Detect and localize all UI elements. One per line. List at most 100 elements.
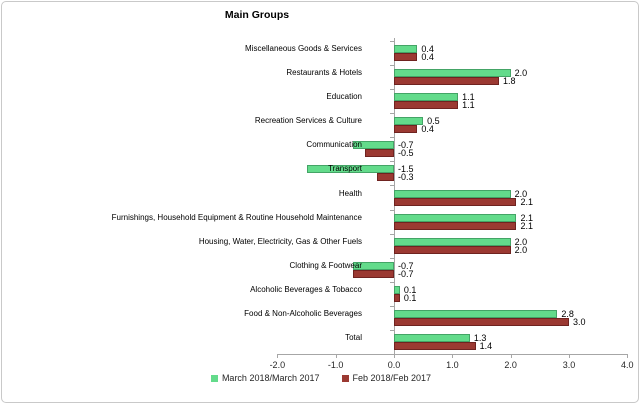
category-label: Clothing & Footwear xyxy=(289,260,362,270)
x-tick-label: 2.0 xyxy=(504,360,517,370)
category-label: Communication xyxy=(306,140,362,150)
x-tick xyxy=(568,354,570,358)
category-label: Recreation Services & Culture xyxy=(254,116,362,126)
category-label: Alcoholic Beverages & Tobacco xyxy=(250,284,362,294)
value-label: -1.5 xyxy=(398,164,414,175)
x-tick-label: 3.0 xyxy=(562,360,576,370)
value-label: 2.0 xyxy=(514,188,528,199)
value-label: 0.1 xyxy=(403,292,417,303)
bar xyxy=(394,333,470,342)
value-label: 0.4 xyxy=(421,124,434,135)
category-tick xyxy=(390,329,394,331)
bar xyxy=(394,317,569,326)
category-tick xyxy=(390,89,394,91)
category-tick xyxy=(390,354,394,355)
category-tick xyxy=(390,161,394,163)
value-label: 2.1 xyxy=(520,212,533,223)
bar xyxy=(394,93,459,102)
bar xyxy=(394,237,511,246)
legend: March 2018/March 2017 Feb 2018/Feb 2017 xyxy=(2,373,640,383)
x-tick-label: 1.0 xyxy=(446,360,459,370)
x-tick-label: 4.0 xyxy=(621,360,634,370)
value-label: 2.8 xyxy=(561,308,574,319)
bar xyxy=(394,53,418,62)
category-label: Health xyxy=(338,188,362,198)
category-label: Transport xyxy=(328,164,362,174)
value-label: 1.4 xyxy=(479,340,493,351)
bar xyxy=(376,173,394,182)
category-label: Restaurants & Hotels xyxy=(286,68,362,78)
bar xyxy=(394,245,511,254)
category-label: Food & Non-Alcoholic Beverages xyxy=(244,308,362,318)
legend-item-feb: Feb 2018/Feb 2017 xyxy=(341,373,432,383)
chart-title: Main Groups xyxy=(224,9,290,21)
category-tick xyxy=(390,41,394,42)
value-label: 0.1 xyxy=(403,284,417,295)
bar xyxy=(306,165,394,174)
category-label: Miscellaneous Goods & Services xyxy=(245,44,362,54)
value-label: 2.1 xyxy=(520,196,533,207)
legend-item-march: March 2018/March 2017 xyxy=(210,373,320,383)
x-tick-label: 0.0 xyxy=(387,360,401,370)
x-tick xyxy=(394,354,395,358)
bar xyxy=(353,141,394,150)
category-tick xyxy=(390,209,394,211)
value-label: -0.7 xyxy=(398,260,414,271)
value-label: 1.8 xyxy=(502,76,516,87)
category-tick xyxy=(390,281,394,283)
bar xyxy=(394,341,476,350)
bar xyxy=(394,221,517,230)
bar xyxy=(394,101,459,110)
bar xyxy=(394,293,400,302)
value-label: 1.3 xyxy=(473,332,487,343)
category-label: Furnishings, Household Equipment & Routi… xyxy=(111,212,362,222)
category-tick xyxy=(390,305,394,307)
x-tick xyxy=(277,354,279,358)
category-tick xyxy=(390,137,394,139)
bar xyxy=(394,125,418,134)
category-tick xyxy=(390,65,394,67)
legend-swatch-march-icon xyxy=(210,374,218,382)
value-label: 2.0 xyxy=(514,68,528,79)
category-tick xyxy=(390,185,394,187)
bar xyxy=(364,149,394,158)
value-label: 0.4 xyxy=(421,52,434,63)
value-label: 2.0 xyxy=(514,236,528,247)
x-tick-label: -1.0 xyxy=(327,360,344,370)
value-label: 1.1 xyxy=(462,100,475,111)
category-label: Education xyxy=(326,92,362,102)
bar xyxy=(394,69,511,78)
category-tick xyxy=(390,257,394,259)
legend-swatch-feb-icon xyxy=(341,374,349,382)
x-axis-line xyxy=(277,354,628,355)
bar xyxy=(394,189,511,198)
bar xyxy=(353,269,394,278)
category-label: Total xyxy=(345,332,362,342)
value-label: -0.7 xyxy=(398,268,414,279)
bar xyxy=(353,261,394,270)
category-tick xyxy=(390,233,394,235)
x-tick xyxy=(627,354,629,358)
bar xyxy=(394,117,424,126)
value-label: -0.7 xyxy=(398,140,414,151)
legend-label-feb: Feb 2018/Feb 2017 xyxy=(352,373,432,383)
bar xyxy=(394,45,418,54)
value-label: 3.0 xyxy=(572,316,586,327)
bar xyxy=(394,197,517,206)
x-tick xyxy=(452,354,454,358)
bar xyxy=(394,309,558,318)
value-label: 0.4 xyxy=(421,44,434,55)
value-label: -0.3 xyxy=(398,172,414,183)
value-label: 1.1 xyxy=(462,92,475,103)
x-tick-label: -2.0 xyxy=(269,360,286,370)
category-label: Housing, Water, Electricity, Gas & Other… xyxy=(198,236,362,246)
x-tick xyxy=(510,354,512,358)
category-tick xyxy=(390,113,394,115)
value-label: 2.1 xyxy=(520,220,533,231)
legend-label-march: March 2018/March 2017 xyxy=(221,373,320,383)
bar xyxy=(394,285,400,294)
value-label: 0.5 xyxy=(427,116,440,127)
bar xyxy=(394,213,517,222)
